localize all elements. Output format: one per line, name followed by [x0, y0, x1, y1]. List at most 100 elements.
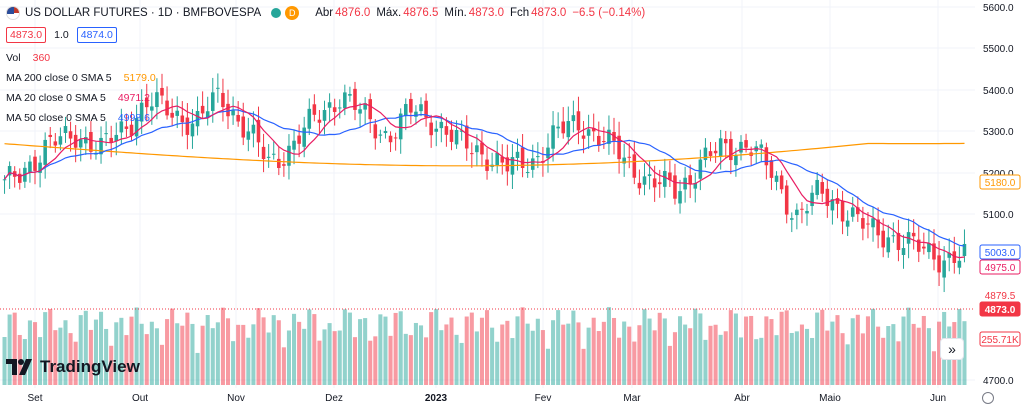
- candle-body: [546, 147, 550, 159]
- volume-bar: [48, 308, 53, 385]
- candle-body: [398, 113, 403, 140]
- candle-body: [845, 220, 850, 227]
- volume-bar: [799, 324, 804, 385]
- volume-bar: [876, 326, 881, 385]
- volume-bar: [764, 316, 769, 385]
- candle-body: [17, 173, 22, 183]
- candle-body: [505, 157, 510, 172]
- volume-bar: [378, 314, 383, 385]
- candle-body: [246, 131, 251, 140]
- volume-bar: [733, 313, 738, 385]
- y-tick-label: 5400.0: [983, 86, 1014, 97]
- ma50-legend[interactable]: MA 50 close 0 SMA 5 4998.6: [6, 112, 150, 124]
- volume-bar: [205, 315, 210, 385]
- candle-body: [414, 111, 418, 117]
- volume-bar: [418, 325, 424, 385]
- volume-bar: [591, 317, 596, 385]
- volume-bar: [485, 310, 490, 385]
- ma20-legend[interactable]: MA 20 close 0 SMA 5 4971.2: [6, 92, 150, 104]
- price-axis[interactable]: 5600.05500.05400.05300.05200.05100.04700…: [983, 3, 1014, 387]
- candle-body: [520, 147, 525, 169]
- candle-body: [734, 154, 738, 166]
- volume-legend[interactable]: Vol 360: [6, 52, 50, 64]
- ma200-value: 5179.0: [123, 72, 156, 84]
- price-tag-ma200: [979, 174, 1021, 190]
- volume-bar: [718, 334, 723, 385]
- volume-bar: [693, 308, 698, 385]
- volume-bar: [246, 337, 251, 385]
- candle-body: [343, 92, 347, 109]
- candle-body: [668, 172, 672, 181]
- spread-value: 1.0: [54, 29, 69, 41]
- high-value: 4876.5: [403, 7, 439, 19]
- volume-bar: [535, 318, 540, 385]
- y-tick-label: 5600.0: [983, 3, 1014, 14]
- candlesticks: [2, 73, 967, 293]
- time-axis[interactable]: Set Out Nov Dez 2023 Fev Mar Abr Maio Jun: [27, 393, 946, 404]
- volume-value: 360: [32, 52, 51, 64]
- candle-body: [109, 137, 113, 143]
- volume-bar: [12, 312, 17, 385]
- x-tick-label: 2023: [425, 393, 448, 404]
- volume-bar: [525, 323, 530, 385]
- axis-settings-icon[interactable]: [982, 392, 994, 404]
- candle-body: [911, 232, 916, 237]
- volume-bar: [657, 312, 662, 385]
- volume-bar: [581, 348, 586, 385]
- volume-bar: [119, 317, 124, 385]
- ma20-value: 4971.2: [117, 92, 150, 104]
- candle-body: [607, 129, 611, 144]
- volume-bar: [104, 328, 109, 385]
- symbol-title[interactable]: US DOLLAR FUTURES · 1D · BMFBOVESPA: [25, 7, 262, 19]
- volume-bar: [860, 333, 865, 385]
- open-value: 4876.0: [335, 7, 371, 19]
- x-tick-label: Out: [132, 393, 148, 404]
- candle-body: [881, 230, 885, 248]
- volume-bar: [474, 331, 479, 385]
- candle-body: [424, 100, 428, 118]
- bid-button[interactable]: 4873.0: [6, 27, 47, 43]
- candle-body: [561, 121, 566, 134]
- candle-body: [703, 147, 708, 161]
- candle-body: [952, 251, 957, 263]
- candle-body: [942, 260, 946, 278]
- open-label: Abr: [315, 7, 334, 19]
- volume-bar: [302, 328, 307, 385]
- volume-bar: [510, 338, 515, 385]
- volume-bar: [744, 316, 749, 385]
- volume-bar: [911, 323, 916, 385]
- volume-bar: [794, 331, 799, 385]
- ma200-legend[interactable]: MA 200 close 0 SMA 5 5179.0: [6, 72, 156, 84]
- close-value: 4873.0: [531, 7, 567, 19]
- double-chevron-right-icon: »: [948, 341, 956, 357]
- volume-bar: [855, 314, 860, 385]
- candle-body: [429, 122, 433, 136]
- volume-bar: [500, 324, 505, 385]
- volume-bar: [281, 347, 286, 385]
- ask-button[interactable]: 4874.0: [76, 27, 117, 43]
- volume-bar: [322, 329, 327, 385]
- price-tag-high-label: 4879.5: [985, 291, 1016, 302]
- candle-body: [663, 170, 667, 187]
- volume-bar: [271, 315, 276, 385]
- volume-bar: [774, 335, 779, 385]
- volume-bar: [495, 341, 500, 385]
- volume-bar: [114, 322, 119, 385]
- tradingview-logo[interactable]: TradingView: [6, 357, 140, 377]
- x-tick-label: Set: [27, 393, 42, 404]
- low-value: 4873.0: [468, 7, 504, 19]
- candle-body: [835, 198, 840, 204]
- candle-body: [586, 129, 591, 136]
- scroll-to-latest-button[interactable]: »: [940, 338, 964, 360]
- candle-body: [170, 112, 174, 118]
- volume-bar: [469, 312, 474, 385]
- volume-bar: [754, 339, 759, 385]
- candle-body: [277, 158, 281, 169]
- candle-body: [825, 188, 830, 206]
- candle-body: [236, 114, 240, 122]
- volume-bar: [810, 337, 815, 385]
- volume-bar: [53, 330, 58, 385]
- candle-body: [58, 136, 63, 145]
